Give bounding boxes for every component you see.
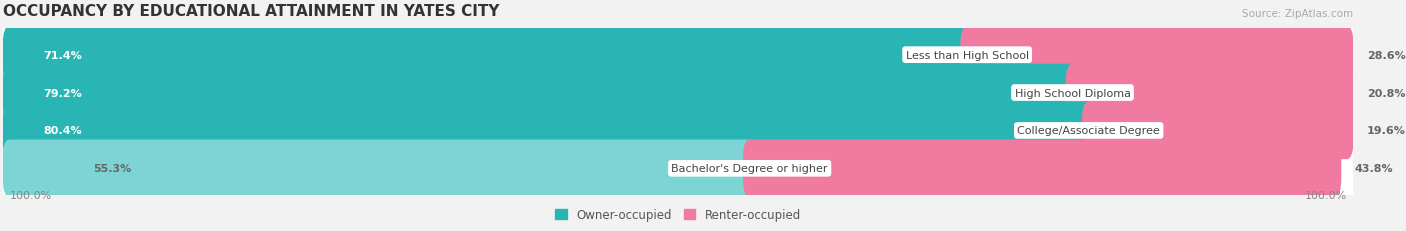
FancyBboxPatch shape xyxy=(0,12,1360,99)
Text: OCCUPANCY BY EDUCATIONAL ATTAINMENT IN YATES CITY: OCCUPANCY BY EDUCATIONAL ATTAINMENT IN Y… xyxy=(3,3,499,18)
Text: 19.6%: 19.6% xyxy=(1367,126,1406,136)
Text: 100.0%: 100.0% xyxy=(10,190,52,200)
FancyBboxPatch shape xyxy=(3,102,1095,160)
Text: Less than High School: Less than High School xyxy=(905,50,1029,60)
Legend: Owner-occupied, Renter-occupied: Owner-occupied, Renter-occupied xyxy=(550,203,806,226)
Text: Bachelor's Degree or higher: Bachelor's Degree or higher xyxy=(672,164,828,173)
FancyBboxPatch shape xyxy=(3,27,974,84)
FancyBboxPatch shape xyxy=(0,87,1360,175)
Text: 79.2%: 79.2% xyxy=(44,88,82,98)
Text: 71.4%: 71.4% xyxy=(44,50,82,60)
FancyBboxPatch shape xyxy=(3,140,756,197)
Text: Source: ZipAtlas.com: Source: ZipAtlas.com xyxy=(1243,9,1354,18)
Text: 20.8%: 20.8% xyxy=(1367,88,1406,98)
Text: 80.4%: 80.4% xyxy=(44,126,82,136)
Text: College/Associate Degree: College/Associate Degree xyxy=(1018,126,1160,136)
Text: 43.8%: 43.8% xyxy=(1355,164,1393,173)
Text: 100.0%: 100.0% xyxy=(1305,190,1347,200)
FancyBboxPatch shape xyxy=(1,21,1355,90)
Text: 28.6%: 28.6% xyxy=(1367,50,1406,60)
FancyBboxPatch shape xyxy=(960,27,1354,84)
FancyBboxPatch shape xyxy=(0,49,1360,137)
FancyBboxPatch shape xyxy=(0,125,1360,212)
Text: 55.3%: 55.3% xyxy=(93,164,131,173)
FancyBboxPatch shape xyxy=(1,96,1355,166)
FancyBboxPatch shape xyxy=(1066,64,1354,122)
FancyBboxPatch shape xyxy=(742,140,1341,197)
FancyBboxPatch shape xyxy=(1,58,1355,128)
FancyBboxPatch shape xyxy=(1,134,1355,203)
FancyBboxPatch shape xyxy=(1083,102,1354,160)
Text: High School Diploma: High School Diploma xyxy=(1015,88,1130,98)
FancyBboxPatch shape xyxy=(3,64,1080,122)
